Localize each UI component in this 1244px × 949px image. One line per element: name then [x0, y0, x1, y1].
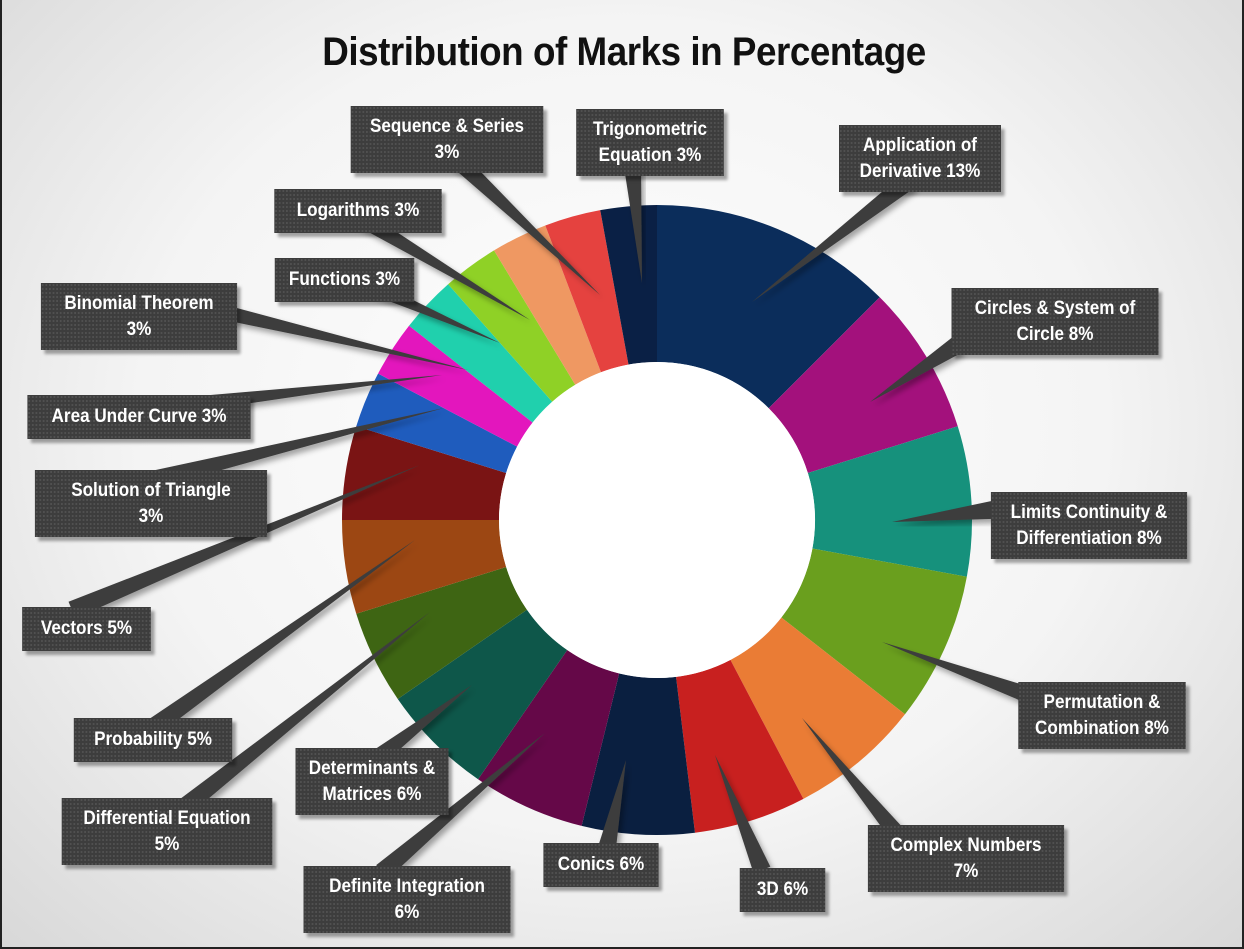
slice-label: Binomial Theorem 3% [40, 283, 238, 350]
callout-pointer [623, 159, 642, 283]
callout-pointer [870, 337, 962, 402]
slice-label: Permutation & Combination 8% [1018, 682, 1186, 749]
donut-slice [807, 426, 972, 577]
callout-pointer [715, 755, 771, 874]
donut-slice [545, 210, 629, 373]
donut-slice [356, 373, 518, 473]
donut-slice [342, 426, 507, 520]
slice-label: Sequence & Series 3% [350, 106, 544, 173]
slice-label: Solution of Triangle 3% [34, 470, 268, 537]
donut-slice [781, 548, 967, 715]
donut-slice [768, 297, 958, 473]
donut-slice [676, 659, 804, 833]
callout-pointer [149, 408, 445, 489]
donut-slice [600, 205, 657, 365]
donut-slice [494, 225, 601, 385]
slice-label: 3D 6% [739, 868, 826, 912]
donut-slice [342, 520, 507, 614]
slice-label: Logarithms 3% [274, 189, 442, 233]
callout-pointer [376, 733, 545, 879]
callout-pointer [181, 612, 430, 813]
slice-label: Determinants & Matrices 6% [295, 748, 449, 815]
callout-pointer [146, 540, 415, 736]
slice-label: Definite Integration 6% [303, 866, 511, 933]
callout-pointer [892, 501, 994, 522]
slice-label: Circles & System of Circle 8% [951, 288, 1159, 355]
callout-pointer [802, 718, 909, 846]
slice-label: Functions 3% [274, 258, 415, 302]
slice-label: Application of Derivative 13% [839, 125, 1001, 192]
callout-pointer [882, 642, 1046, 709]
callout-pointer [598, 760, 626, 850]
donut-hole [499, 362, 815, 678]
donut-slice [397, 609, 568, 780]
callout-pointers [68, 148, 1046, 879]
donut-slice [657, 205, 880, 409]
donut-slice [581, 673, 695, 835]
chart-title: Distribution of Marks in Percentage [322, 30, 926, 74]
slice-label: Trigonometric Equation 3% [576, 109, 724, 176]
slice-label: Probability 5% [73, 718, 233, 762]
slice-label: Differential Equation 5% [61, 798, 273, 865]
donut-slice [478, 650, 620, 826]
slice-label: Limits Continuity & Differentiation 8% [990, 492, 1188, 559]
slice-label: Area Under Curve 3% [27, 395, 251, 439]
donut-slices [342, 205, 972, 835]
donut-slice [378, 325, 533, 447]
donut-slice [730, 617, 905, 799]
callout-pointer [445, 148, 600, 295]
donut-slice [356, 567, 527, 699]
slice-label: Complex Numbers 7% [867, 825, 1065, 892]
slice-label: Vectors 5% [22, 607, 151, 651]
callout-pointer [68, 465, 421, 619]
slice-label: Conics 6% [543, 843, 659, 887]
callout-pointer [752, 172, 916, 302]
callout-pointer [169, 291, 468, 370]
